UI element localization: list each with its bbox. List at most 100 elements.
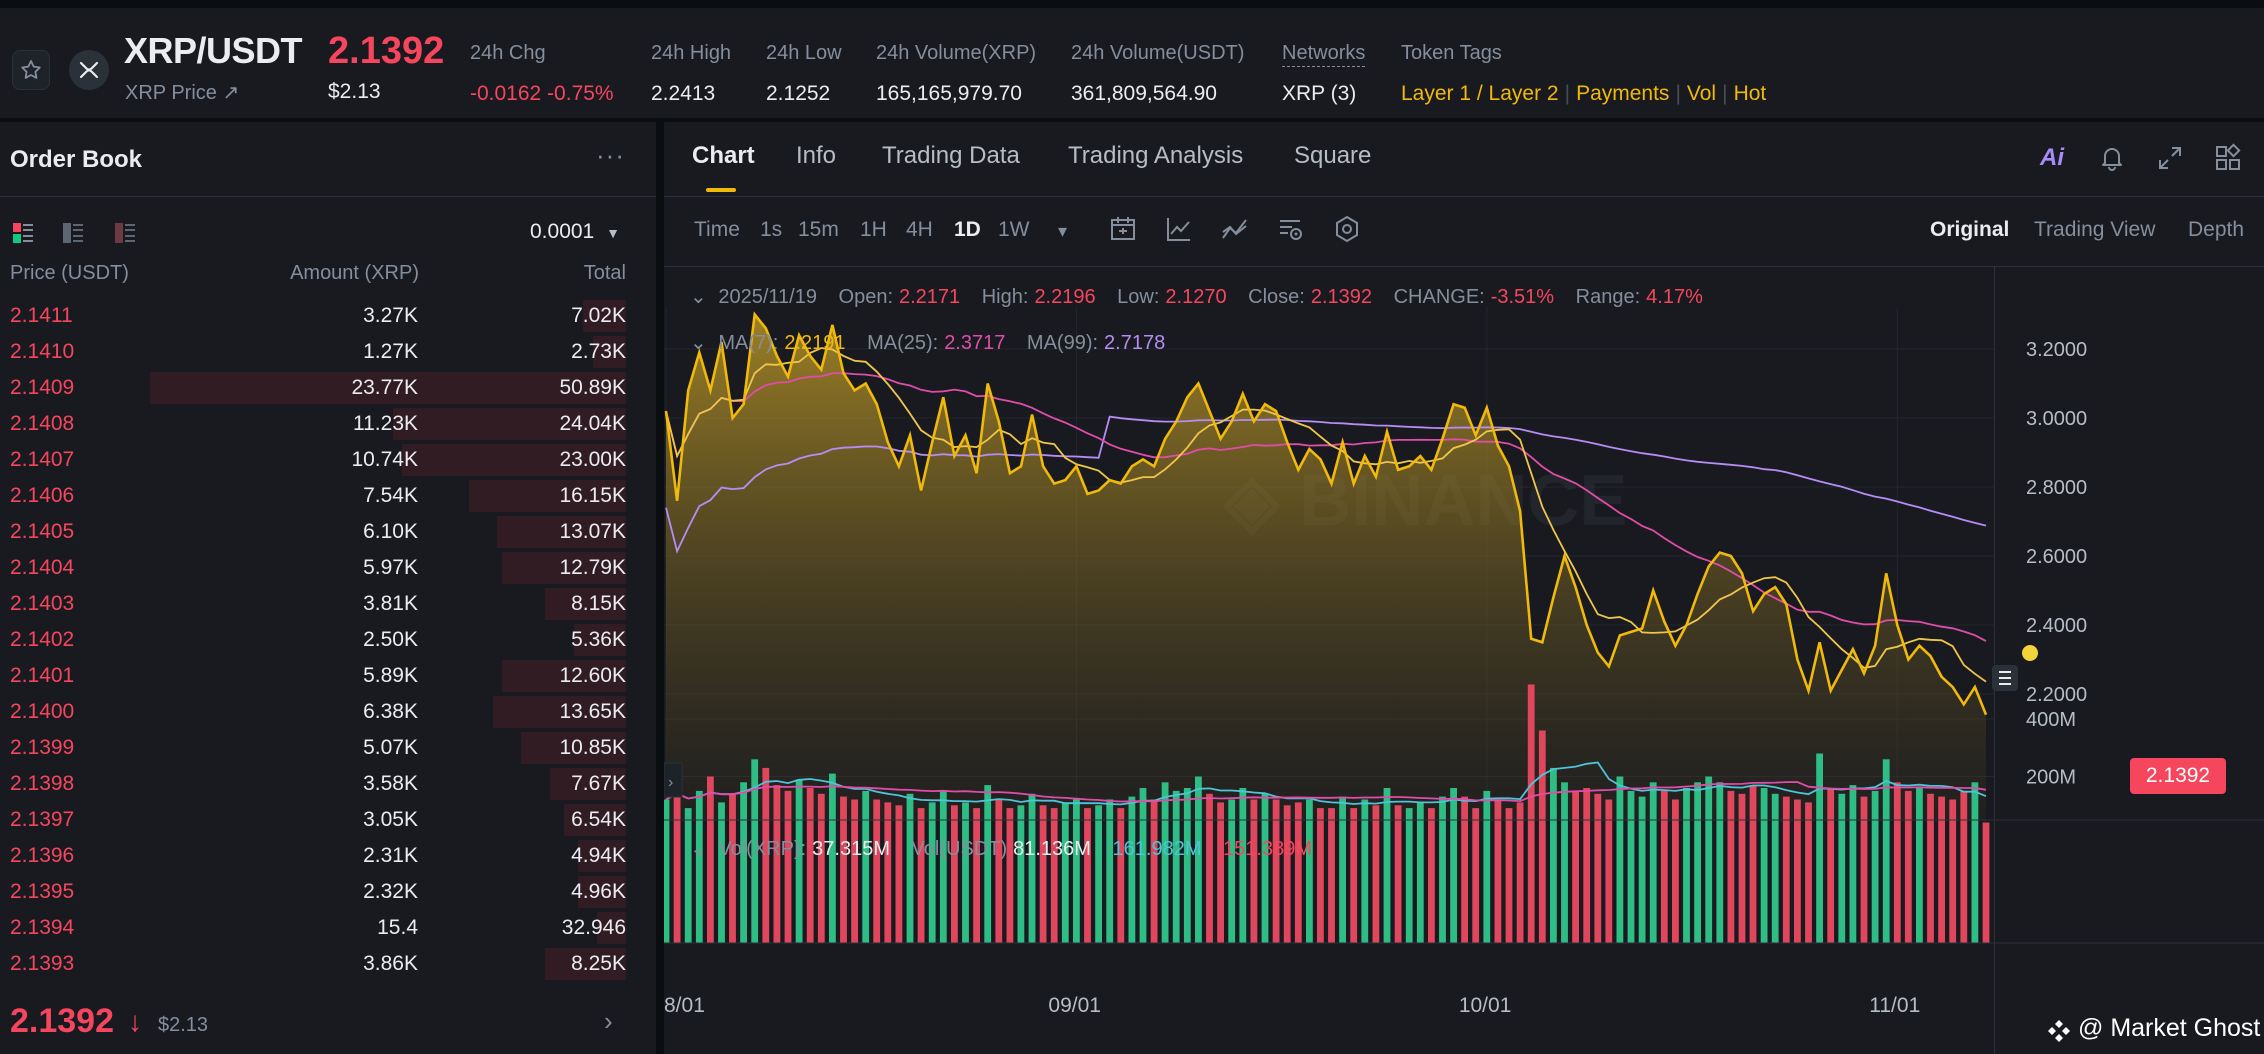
volume-bar: [1217, 802, 1224, 943]
ask-row[interactable]: 2.1393 3.86K 8.25K: [0, 946, 656, 982]
view-bids-icon[interactable]: [62, 222, 84, 244]
volume-bar: [1572, 790, 1579, 943]
ask-row[interactable]: 2.1396 2.31K 4.94K: [0, 838, 656, 874]
depth-bar: [597, 912, 626, 944]
pane-collapse-arrow[interactable]: ›: [664, 762, 683, 798]
ask-row[interactable]: 2.1394 15.4 32.946: [0, 910, 656, 946]
chevron-right-icon[interactable]: ›: [604, 1006, 613, 1036]
ask-row[interactable]: 2.1410 1.27K 2.73K: [0, 334, 656, 370]
price-chart[interactable]: ◈ BINANCE 2.20002.40002.60002.80003.0000…: [664, 267, 2264, 1054]
volume-bar: [1716, 782, 1724, 944]
ask-total: 12.60K: [559, 664, 626, 687]
token-tag[interactable]: Vol: [1686, 82, 1717, 105]
divider: [0, 196, 656, 197]
settings-icon[interactable]: [1332, 214, 1362, 244]
token-tag[interactable]: Layer 1 / Layer 2: [1401, 82, 1559, 105]
favorite-button[interactable]: [12, 50, 50, 90]
view-original[interactable]: Original: [1930, 218, 2010, 241]
collapse-chevron-icon[interactable]: ⌄: [690, 838, 707, 860]
order-marker-icon[interactable]: [1992, 665, 2018, 691]
interval-1h[interactable]: 1H: [860, 218, 887, 241]
ask-price: 2.1397: [10, 808, 75, 831]
ma25-value: 2.3717: [944, 332, 1006, 354]
range-value: 4.17%: [1646, 286, 1703, 308]
layout-grid-icon[interactable]: [2212, 142, 2244, 174]
view-both-icon[interactable]: [12, 222, 34, 244]
token-tag[interactable]: Hot: [1733, 82, 1767, 105]
tab-chart[interactable]: Chart: [692, 142, 755, 169]
ask-total: 4.94K: [571, 844, 626, 867]
interval-4h[interactable]: 4H: [906, 218, 933, 241]
volume-bar: [1161, 782, 1169, 944]
volume-bar: [829, 773, 836, 943]
ask-row[interactable]: 2.1400 6.38K 13.65K: [0, 694, 656, 730]
ask-row[interactable]: 2.1406 7.54K 16.15K: [0, 478, 656, 514]
ask-amount: 3.58K: [363, 772, 418, 795]
ask-row[interactable]: 2.1409 23.77K 50.89K: [0, 370, 656, 406]
token-tag[interactable]: Payments: [1576, 82, 1670, 105]
tab-square[interactable]: Square: [1294, 142, 1372, 169]
interval-1d[interactable]: 1D: [954, 218, 981, 241]
ohlc-legend: ⌄ 2025/11/19 Open: 2.2171 High: 2.2196 Low…: [690, 284, 1709, 309]
order-book-last-usd: $2.13: [158, 1014, 209, 1036]
view-depth[interactable]: Depth: [2188, 218, 2245, 241]
active-tab-indicator: [706, 188, 736, 192]
view-asks-icon[interactable]: [114, 222, 136, 244]
fullscreen-icon[interactable]: [2154, 142, 2186, 174]
more-options-button[interactable]: ···: [596, 140, 625, 170]
y-tick-label: 2.8000: [2026, 477, 2087, 499]
ask-row[interactable]: 2.1401 5.89K 12.60K: [0, 658, 656, 694]
tick-size-select[interactable]: 0.0001 ▼: [530, 220, 620, 244]
depth-bar: [550, 768, 626, 800]
chart-type-icon[interactable]: [1220, 214, 1250, 244]
bell-icon[interactable]: [2096, 142, 2128, 174]
interval-1s[interactable]: 1s: [760, 218, 783, 241]
collapse-chevron-icon[interactable]: ⌄: [690, 286, 707, 308]
interval-more-dropdown[interactable]: ▾: [1058, 221, 1068, 241]
drawing-tools-icon[interactable]: [1276, 214, 1306, 244]
tag-divider: |: [1564, 82, 1571, 105]
ask-row[interactable]: 2.1411 3.27K 7.02K: [0, 298, 656, 334]
pair-price-link[interactable]: XRP Price ↗: [125, 82, 240, 104]
ask-price: 2.1404: [10, 556, 75, 579]
stat-24h-high: 24h High 2.2413: [651, 42, 731, 106]
tab-info[interactable]: Info: [796, 142, 837, 169]
interval-15m[interactable]: 15m: [798, 218, 839, 241]
ask-row[interactable]: 2.1405 6.10K 13.07K: [0, 514, 656, 550]
y-tick-label: 2.6000: [2026, 546, 2087, 568]
stat-networks[interactable]: Networks XRP (3): [1282, 42, 1366, 106]
ask-price: 2.1394: [10, 916, 75, 939]
volume-bar: [1039, 805, 1047, 944]
ask-total: 13.07K: [559, 520, 626, 543]
collapse-chevron-icon[interactable]: ⌄: [690, 332, 707, 354]
volume-bar: [1860, 796, 1868, 943]
ask-total: 23.00K: [559, 448, 626, 471]
volume-bar: [1683, 788, 1690, 943]
ask-row[interactable]: 2.1402 2.50K 5.36K: [0, 622, 656, 658]
volume-bar: [1583, 788, 1591, 943]
ask-row[interactable]: 2.1403 3.81K 8.15K: [0, 586, 656, 622]
ai-assistant-button[interactable]: Ai: [2040, 144, 2064, 171]
ask-row[interactable]: 2.1397 3.05K 6.54K: [0, 802, 656, 838]
interval-time[interactable]: Time: [694, 218, 740, 241]
ask-row[interactable]: 2.1408 11.23K 24.04K: [0, 406, 656, 442]
ask-amount: 3.05K: [363, 808, 418, 831]
interval-1w[interactable]: 1W: [998, 218, 1030, 241]
depth-bar: [502, 552, 626, 584]
ask-row[interactable]: 2.1404 5.97K 12.79K: [0, 550, 656, 586]
tab-trading-data[interactable]: Trading Data: [882, 142, 1020, 169]
ask-row[interactable]: 2.1398 3.58K 7.67K: [0, 766, 656, 802]
ask-row[interactable]: 2.1407 10.74K 23.00K: [0, 442, 656, 478]
indicators-icon[interactable]: [1164, 214, 1194, 244]
volume-bar: [928, 802, 936, 943]
ask-row[interactable]: 2.1395 2.32K 4.96K: [0, 874, 656, 910]
date-range-icon[interactable]: [1108, 214, 1138, 244]
stat-24h-change: 24h Chg -0.0162 -0.75%: [470, 42, 614, 106]
view-trading-view[interactable]: Trading View: [2034, 218, 2156, 241]
volume-bar: [729, 793, 736, 944]
ask-row[interactable]: 2.1399 5.07K 10.85K: [0, 730, 656, 766]
volume-bar: [1017, 805, 1025, 944]
stat-label[interactable]: Networks: [1282, 42, 1366, 67]
volume-bar: [895, 805, 903, 944]
tab-trading-analysis[interactable]: Trading Analysis: [1068, 142, 1244, 169]
